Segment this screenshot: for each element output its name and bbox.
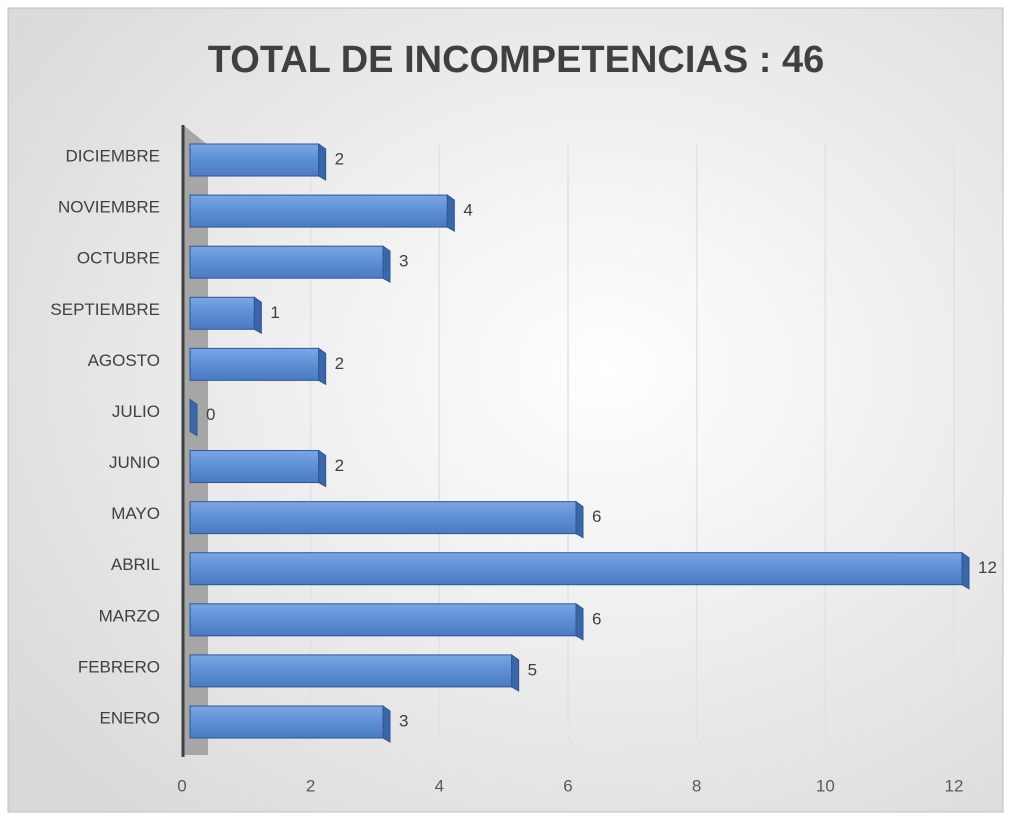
bar xyxy=(189,194,448,228)
bar-side xyxy=(382,245,391,284)
y-tick-label: FEBRERO xyxy=(78,657,160,676)
x-tick-label: 8 xyxy=(692,776,701,795)
y-tick-label: MAYO xyxy=(111,504,160,523)
bar xyxy=(189,552,963,586)
bar-side xyxy=(446,194,455,232)
y-tick-label: DICIEMBRE xyxy=(66,146,160,165)
y-tick-label: SEPTIEMBRE xyxy=(50,300,160,319)
value-label: 1 xyxy=(270,303,279,322)
value-label: 2 xyxy=(335,149,344,168)
y-tick-label: ABRIL xyxy=(111,555,160,574)
bar xyxy=(189,501,577,535)
bar-side xyxy=(318,347,327,386)
bar-side xyxy=(253,296,262,335)
bar xyxy=(189,245,384,279)
bar-side xyxy=(575,500,584,539)
y-tick-label: ENERO xyxy=(100,708,160,727)
bar xyxy=(189,143,320,177)
value-label: 4 xyxy=(463,201,472,220)
x-tick-label: 12 xyxy=(945,776,964,795)
grid: 0 2 4 6 8 10 12 xyxy=(177,145,971,795)
x-tick-label: 0 xyxy=(177,776,186,795)
y-tick-label: MARZO xyxy=(99,606,160,625)
bar xyxy=(189,296,255,330)
y-tick-label: JUNIO xyxy=(109,453,160,472)
x-tick-label: 4 xyxy=(435,776,444,795)
grid-line xyxy=(695,145,714,757)
y-tick-label: NOVIEMBRE xyxy=(58,198,160,217)
x-tick-label: 6 xyxy=(563,776,572,795)
value-label: 5 xyxy=(528,660,537,679)
grid-line xyxy=(824,145,842,757)
bar-side xyxy=(575,602,584,641)
y-tick-label: OCTUBRE xyxy=(77,249,160,268)
bar xyxy=(189,347,320,381)
axis-wall xyxy=(183,125,208,755)
grid-line xyxy=(567,145,585,757)
bar xyxy=(189,705,384,739)
bar-side xyxy=(318,143,327,181)
x-tick-label: 10 xyxy=(816,776,835,795)
bar xyxy=(189,603,577,637)
value-label: 12 xyxy=(978,558,997,577)
bar-side xyxy=(318,449,327,488)
bar xyxy=(189,450,320,484)
x-tick-label: 2 xyxy=(306,776,315,795)
y-tick-label: JULIO xyxy=(112,402,160,421)
value-label: 2 xyxy=(335,354,344,373)
chart-title: TOTAL DE INCOMPETENCIAS : 46 xyxy=(208,39,825,81)
bar-side xyxy=(189,398,198,437)
value-label: 3 xyxy=(399,252,408,271)
bar-side xyxy=(961,551,970,590)
bar-side xyxy=(511,653,520,692)
value-label: 6 xyxy=(592,609,601,628)
grid-line xyxy=(438,145,456,757)
bar-side xyxy=(382,705,391,743)
value-label: 3 xyxy=(399,711,408,730)
value-label: 0 xyxy=(206,405,215,424)
value-label: 6 xyxy=(592,507,601,526)
value-label: 2 xyxy=(335,456,344,475)
y-tick-label: AGOSTO xyxy=(88,351,160,370)
grid-line xyxy=(953,145,971,757)
bar xyxy=(189,654,513,688)
